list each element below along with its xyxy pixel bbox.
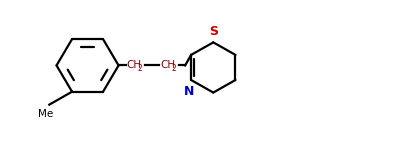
Text: Me: Me xyxy=(38,109,54,119)
Text: S: S xyxy=(209,24,218,37)
Text: 2: 2 xyxy=(172,64,176,73)
Text: N: N xyxy=(184,85,195,98)
Text: CH: CH xyxy=(126,60,141,70)
Text: CH: CH xyxy=(160,60,175,70)
Text: 2: 2 xyxy=(138,64,143,73)
